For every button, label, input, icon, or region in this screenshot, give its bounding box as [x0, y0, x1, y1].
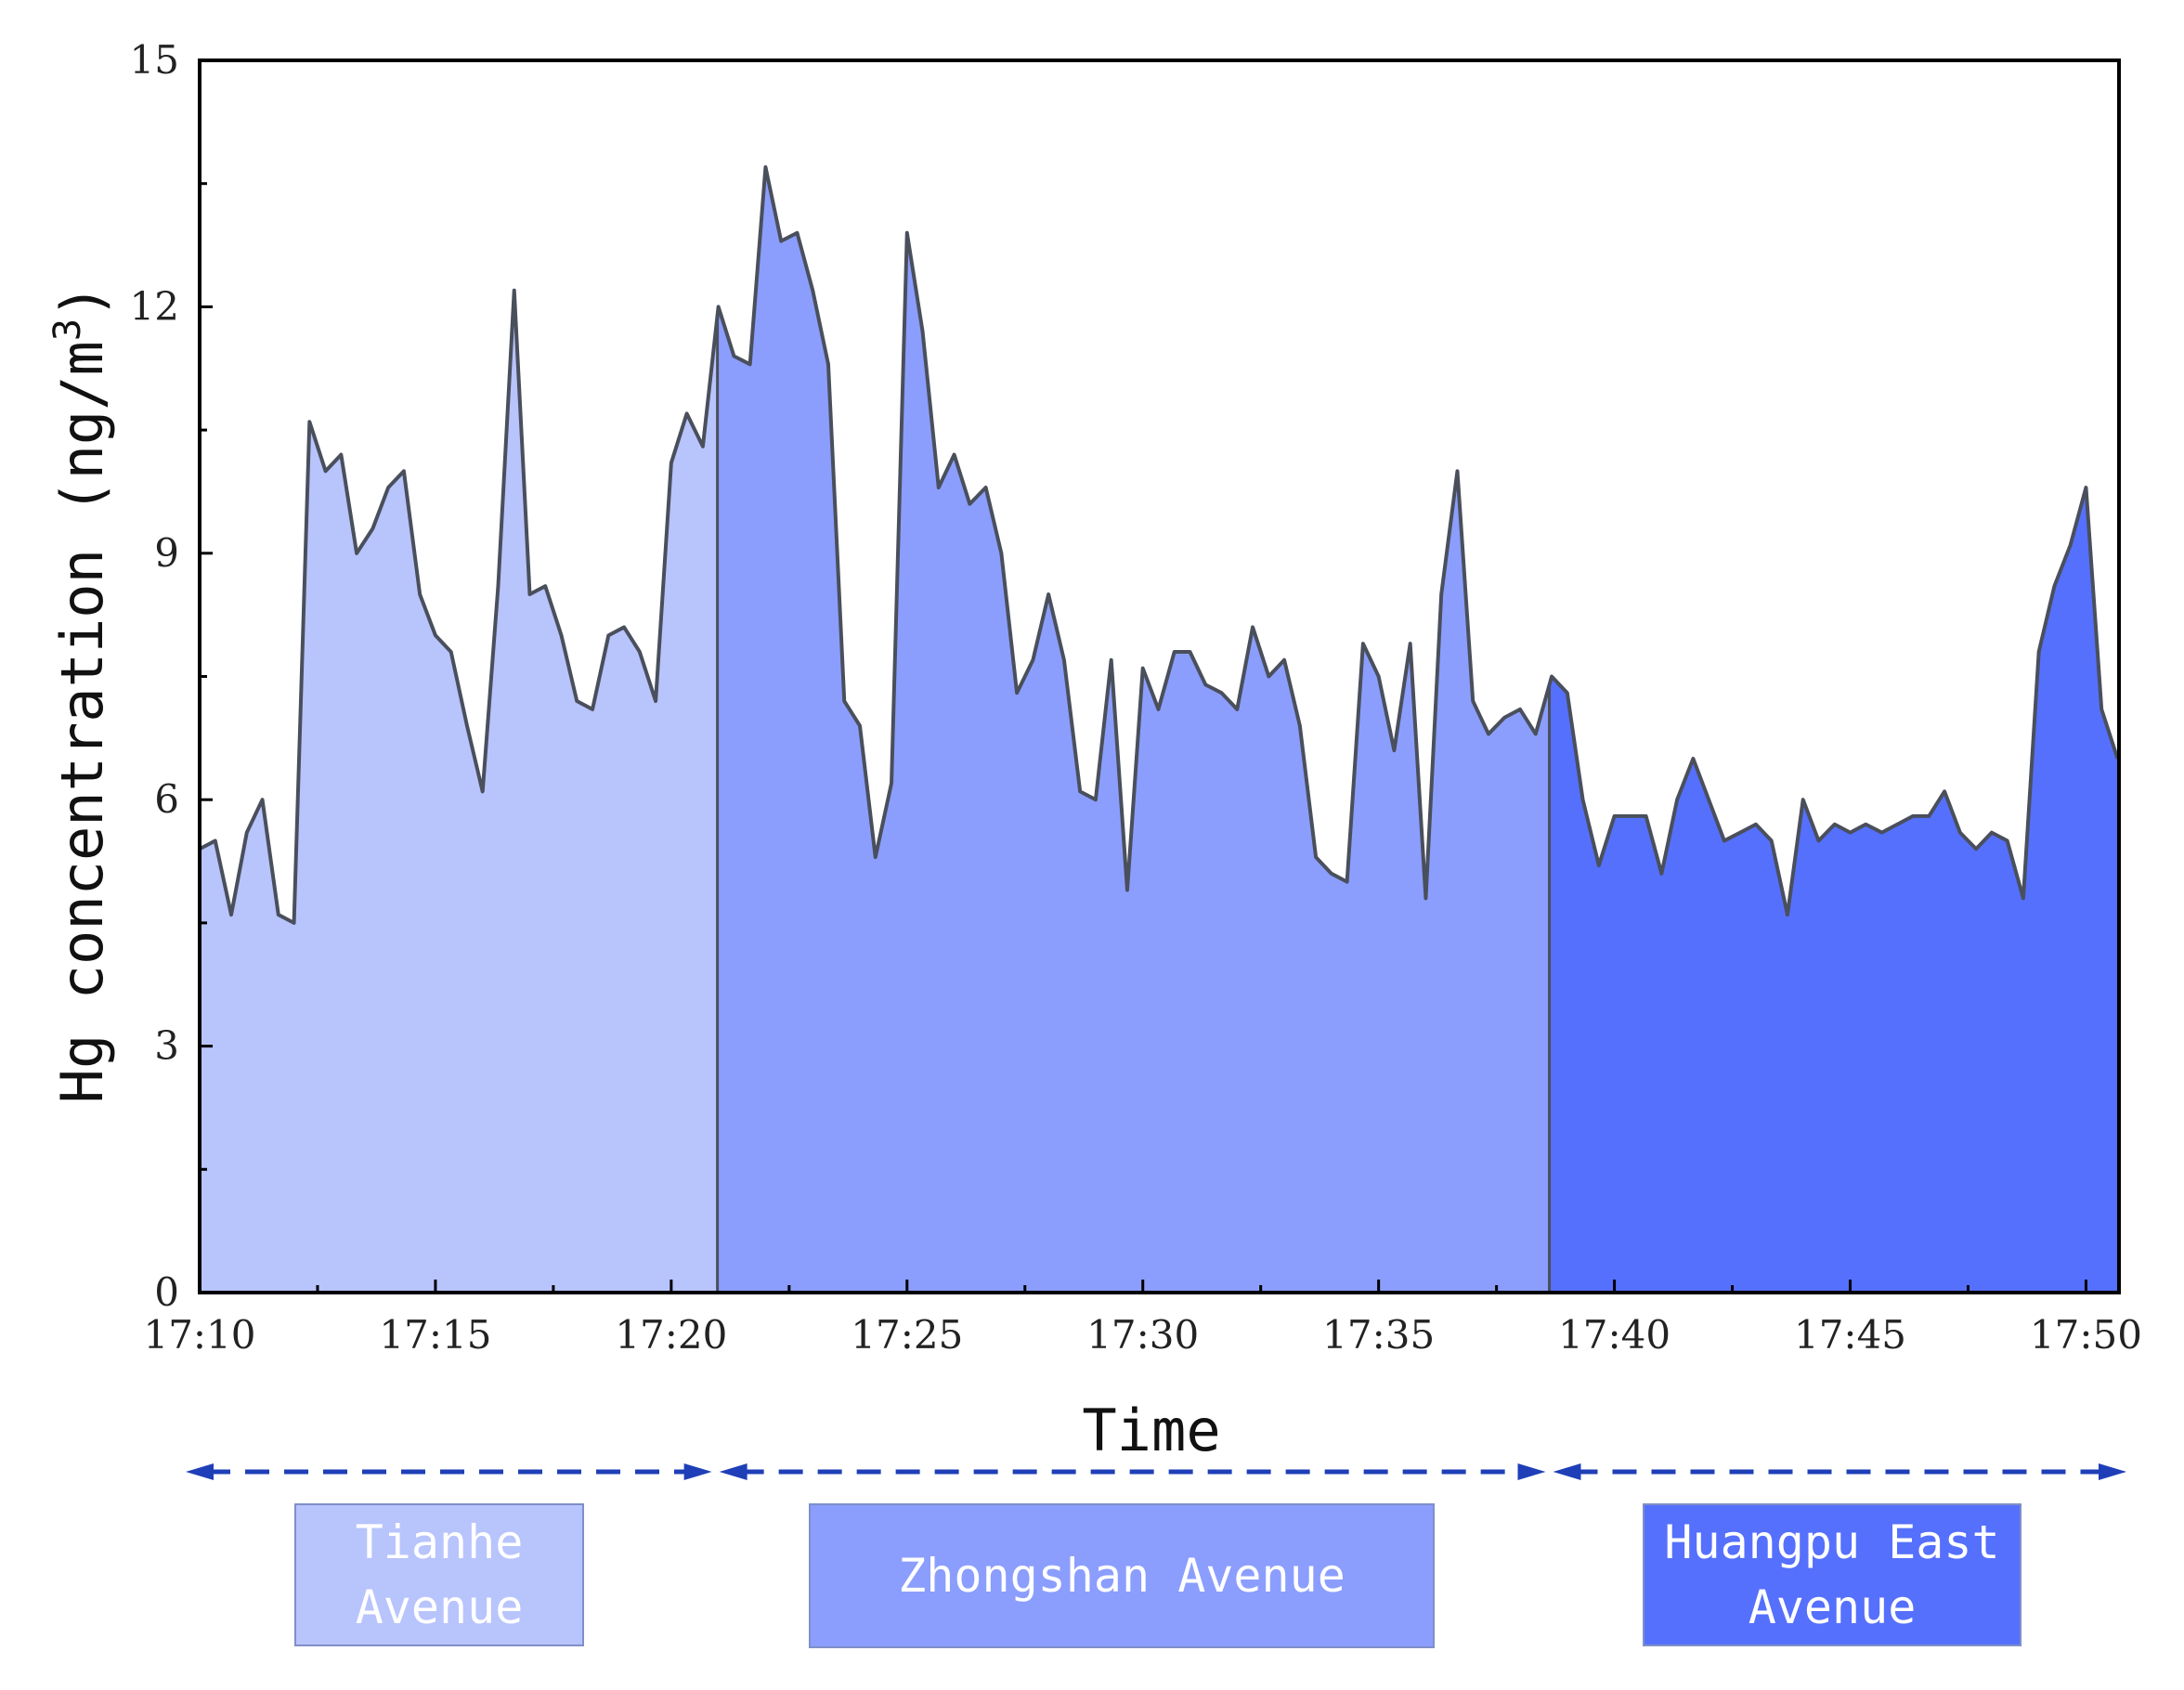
y-tick-label: 0	[154, 1269, 179, 1315]
area-fills	[200, 167, 2118, 1293]
segment-label-1: Tianhe Avenue	[294, 1503, 584, 1646]
segment-label-3: Huangpu East Avenue	[1643, 1503, 2022, 1646]
route-arrows	[186, 1463, 2126, 1480]
route-segment-labels: Tianhe Avenue Zhongshan Avenue Huangpu East…	[294, 1503, 2022, 1648]
x-tick-label: 17:45	[1794, 1312, 1906, 1358]
y-tick-label: 9	[154, 530, 179, 576]
x-tick-label: 17:50	[2030, 1312, 2142, 1358]
y-tick-label: 6	[154, 776, 179, 822]
segment-label-2: Zhongshan Avenue	[809, 1503, 1435, 1648]
x-tick-label: 17:25	[851, 1312, 963, 1358]
area-segment-2	[717, 167, 1550, 1293]
series-line	[199, 165, 2120, 925]
y-tick-label: 3	[154, 1023, 179, 1069]
x-tick-label: 17:40	[1558, 1312, 1670, 1358]
x-tick-label: 17:10	[143, 1312, 255, 1358]
segment-label-text: Avenue	[1748, 1580, 1917, 1634]
y-tick-label: 12	[130, 283, 179, 329]
route-arrow-2	[719, 1463, 1546, 1480]
x-tick-label: 17:20	[615, 1312, 727, 1358]
segment-label-text: Huangpu East	[1664, 1515, 1999, 1569]
y-axis: 0 3 6 9 12 15	[130, 37, 213, 1315]
area-segment-3	[1549, 488, 2118, 1293]
segment-dividers	[716, 315, 1552, 1293]
x-tick-label: 17:15	[379, 1312, 491, 1358]
segment-label-text: Tianhe	[356, 1515, 524, 1569]
x-axis-title: Time	[1082, 1397, 1220, 1464]
x-tick-label: 17:35	[1322, 1312, 1435, 1358]
segment-label-text: Zhongshan Avenue	[898, 1549, 1346, 1603]
segment-label-text: Avenue	[356, 1580, 524, 1634]
area-segment-1	[200, 290, 718, 1293]
x-tick-label: 17:30	[1086, 1312, 1199, 1358]
route-arrow-1	[186, 1463, 712, 1480]
y-tick-label: 15	[130, 37, 179, 83]
x-axis: 17:10 17:15 17:20 17:25 17:30 17:35 17:40 17:45…	[143, 1280, 2142, 1358]
route-arrow-3	[1553, 1463, 2126, 1480]
y-axis-title: Hg concentration (ng/m3)	[46, 284, 116, 1104]
